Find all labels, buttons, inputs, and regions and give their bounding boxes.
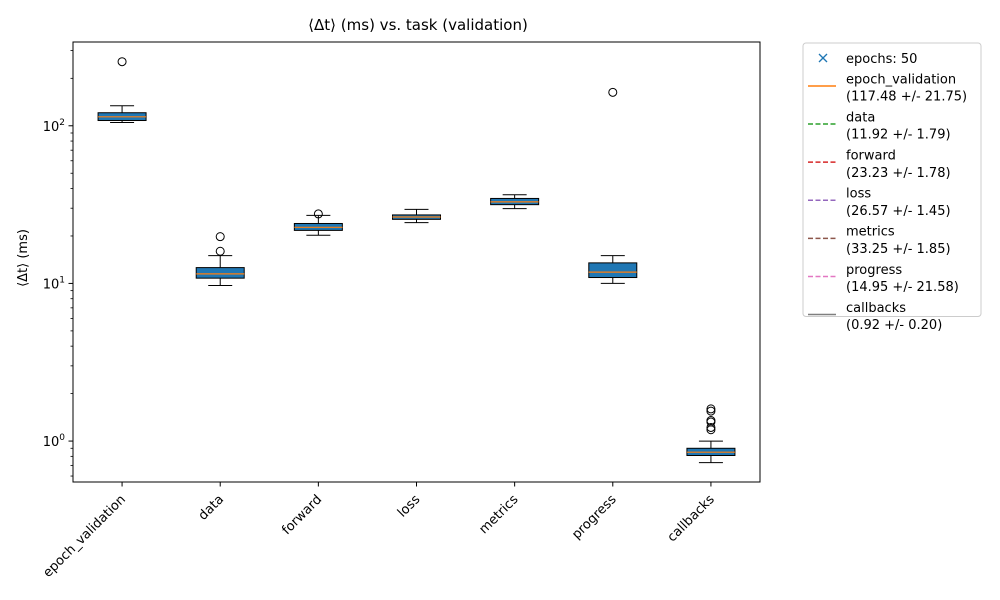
box-data — [195, 232, 245, 287]
legend-frame — [802, 42, 982, 317]
x-tick-label: forward — [279, 492, 325, 538]
legend-label: callbacks (0.92 +/- 0.20) — [846, 301, 942, 333]
box-progress — [588, 87, 638, 284]
x-tick-label: loss — [395, 492, 424, 521]
legend-entry: loss (26.57 +/- 1.45) — [808, 187, 951, 219]
legend-entry: data (11.92 +/- 1.79) — [808, 110, 951, 143]
x-tick-label: metrics — [476, 492, 521, 537]
outlier-point — [215, 246, 225, 256]
y-axis-label: ⟨Δt⟩ (ms) — [16, 229, 31, 287]
y-tick-label: 102 — [43, 118, 65, 135]
outlier-point — [706, 416, 716, 426]
legend: epochs: 50 epoch_validation (117.48 +/- 21… — [802, 42, 982, 333]
legend-entry: forward (23.23 +/- 1.78) — [808, 149, 951, 181]
plot-area: 100 101 102 epoch_validation data forward loss… — [40, 41, 761, 581]
outlier-point — [215, 232, 225, 242]
chart-title: ⟨Δt⟩ (ms) vs. task (validation) — [308, 16, 528, 34]
outlier-point — [706, 404, 716, 414]
x-tick-label: progress — [569, 492, 619, 542]
x-tick-label: callbacks — [665, 492, 718, 545]
legend-entry: progress (14.95 +/- 21.58) — [808, 263, 959, 295]
y-tick-label: 101 — [43, 275, 65, 292]
legend-entry: epochs: 50 — [818, 52, 917, 67]
outlier-point — [706, 422, 716, 432]
outlier-point — [706, 406, 716, 416]
box-iqr — [195, 267, 245, 279]
x-tick-label: epoch_validation — [40, 492, 128, 580]
y-tick-label: 100 — [43, 433, 66, 450]
legend-entry: epoch_validation (117.48 +/- 21.75) — [808, 72, 967, 105]
legend-label: progress (14.95 +/- 21.58) — [846, 263, 959, 295]
x-tick-label: data — [196, 492, 227, 523]
box-epoch_validation — [97, 57, 147, 123]
plot-frame — [72, 41, 761, 483]
outlier-point — [117, 57, 127, 67]
box-forward — [293, 209, 343, 236]
box-metrics — [490, 194, 540, 210]
legend-label: data (11.92 +/- 1.79) — [846, 110, 951, 142]
legend-label: epoch_validation (117.48 +/- 21.75) — [846, 72, 967, 104]
legend-label: epochs: 50 — [846, 52, 917, 67]
legend-marker-x — [818, 53, 828, 63]
legend-label: metrics (33.25 +/- 1.85) — [846, 225, 951, 257]
box-iqr — [588, 262, 638, 279]
legend-entry: callbacks (0.92 +/- 0.20) — [808, 301, 942, 333]
legend-label: forward (23.23 +/- 1.78) — [846, 149, 951, 181]
outlier-point — [608, 87, 618, 97]
outlier-point — [313, 209, 323, 219]
box-loss — [392, 208, 441, 224]
legend-entry: metrics (33.25 +/- 1.85) — [808, 225, 951, 257]
box-callbacks — [686, 404, 736, 464]
legend-label: loss (26.57 +/- 1.45) — [846, 187, 951, 219]
